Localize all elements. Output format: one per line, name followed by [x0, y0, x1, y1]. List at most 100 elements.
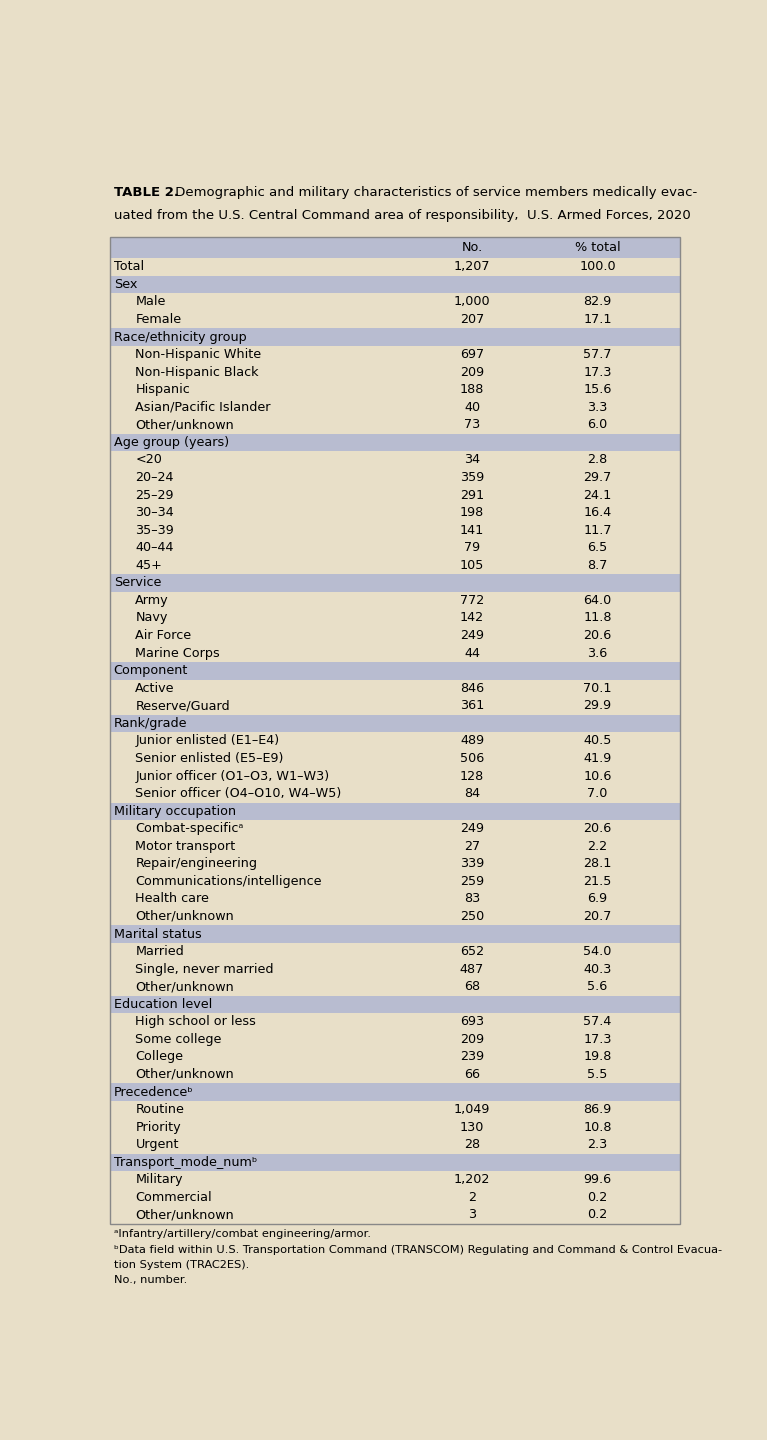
Text: 6.5: 6.5	[588, 541, 607, 554]
Text: 20–24: 20–24	[136, 471, 174, 484]
Text: 2.3: 2.3	[588, 1138, 607, 1151]
Bar	[110, 504, 680, 521]
Bar	[110, 995, 680, 1014]
Text: Sex: Sex	[114, 278, 137, 291]
Text: 1,049: 1,049	[454, 1103, 490, 1116]
Bar	[110, 733, 680, 750]
Bar	[110, 750, 680, 768]
Bar	[110, 662, 680, 680]
Bar	[110, 838, 680, 855]
Text: Other/unknown: Other/unknown	[136, 910, 234, 923]
Bar	[110, 960, 680, 978]
Bar	[110, 926, 680, 943]
Bar	[110, 364, 680, 382]
Text: 209: 209	[460, 366, 484, 379]
Text: 2.2: 2.2	[588, 840, 607, 852]
Text: 20.6: 20.6	[584, 629, 611, 642]
Text: 487: 487	[460, 962, 484, 976]
Text: Routine: Routine	[136, 1103, 184, 1116]
Text: 27: 27	[464, 840, 480, 852]
Bar	[110, 802, 680, 819]
Bar	[110, 907, 680, 926]
Text: 2.8: 2.8	[588, 454, 607, 467]
Text: Rank/grade: Rank/grade	[114, 717, 187, 730]
Text: 29.9: 29.9	[584, 700, 611, 713]
Text: Combat-specificᵃ: Combat-specificᵃ	[136, 822, 244, 835]
Text: 45+: 45+	[136, 559, 163, 572]
Text: Marine Corps: Marine Corps	[136, 647, 220, 660]
Text: 249: 249	[460, 822, 484, 835]
Text: Senior officer (O4–O10, W4–W5): Senior officer (O4–O10, W4–W5)	[136, 788, 341, 801]
Text: % total: % total	[574, 240, 621, 253]
Bar	[110, 626, 680, 645]
Text: 3: 3	[468, 1208, 476, 1221]
Text: 3.6: 3.6	[588, 647, 607, 660]
Text: Some college: Some college	[136, 1032, 222, 1045]
Text: 40.3: 40.3	[584, 962, 612, 976]
Text: 35–39: 35–39	[136, 524, 174, 537]
Text: 1,000: 1,000	[454, 295, 490, 308]
Bar	[110, 1083, 680, 1102]
Text: Single, never married: Single, never married	[136, 962, 274, 976]
Bar	[110, 890, 680, 907]
Text: <20: <20	[136, 454, 163, 467]
Text: Health care: Health care	[136, 893, 209, 906]
Text: Age group (years): Age group (years)	[114, 436, 229, 449]
Text: 99.6: 99.6	[584, 1174, 611, 1187]
Text: 693: 693	[460, 1015, 484, 1028]
Bar	[110, 1136, 680, 1153]
Text: 25–29: 25–29	[136, 488, 174, 501]
Bar	[110, 1207, 680, 1224]
Bar	[110, 176, 680, 238]
Bar	[110, 645, 680, 662]
Text: 198: 198	[460, 507, 484, 520]
Bar	[110, 399, 680, 416]
Bar	[110, 697, 680, 714]
Bar	[110, 873, 680, 890]
Text: 83: 83	[464, 893, 480, 906]
Text: Reserve/Guard: Reserve/Guard	[136, 700, 230, 713]
Bar	[110, 1066, 680, 1083]
Text: 105: 105	[460, 559, 484, 572]
Text: 3.3: 3.3	[588, 400, 607, 413]
Bar	[110, 575, 680, 592]
Text: Service: Service	[114, 576, 161, 589]
Text: 16.4: 16.4	[584, 507, 611, 520]
Text: 24.1: 24.1	[584, 488, 611, 501]
Bar	[110, 592, 680, 609]
Text: College: College	[136, 1050, 183, 1063]
Text: 10.6: 10.6	[584, 769, 612, 782]
Text: 30–34: 30–34	[136, 507, 174, 520]
Text: Demographic and military characteristics of service members medically evac-: Demographic and military characteristics…	[171, 186, 697, 199]
Text: 291: 291	[460, 488, 484, 501]
Bar	[110, 469, 680, 487]
Text: Other/unknown: Other/unknown	[136, 981, 234, 994]
Text: 20.7: 20.7	[584, 910, 612, 923]
Text: 207: 207	[460, 312, 484, 325]
Text: 339: 339	[460, 857, 484, 870]
Text: 209: 209	[460, 1032, 484, 1045]
Text: TABLE 2.: TABLE 2.	[114, 186, 179, 199]
Bar	[110, 346, 680, 364]
Bar	[110, 557, 680, 575]
Text: No.: No.	[462, 240, 482, 253]
Text: 188: 188	[460, 383, 484, 396]
Bar	[110, 819, 680, 838]
Text: 6.9: 6.9	[588, 893, 607, 906]
Bar	[110, 768, 680, 785]
Bar	[110, 258, 680, 276]
Text: Senior enlisted (E5–E9): Senior enlisted (E5–E9)	[136, 752, 284, 765]
Bar	[110, 487, 680, 504]
Text: Female: Female	[136, 312, 182, 325]
Text: 489: 489	[460, 734, 484, 747]
Bar	[110, 1102, 680, 1119]
Text: 130: 130	[460, 1120, 484, 1133]
Text: 19.8: 19.8	[584, 1050, 612, 1063]
Text: 11.8: 11.8	[583, 612, 612, 625]
Text: Non-Hispanic White: Non-Hispanic White	[136, 348, 262, 361]
Text: No., number.: No., number.	[114, 1276, 187, 1286]
Text: High school or less: High school or less	[136, 1015, 256, 1028]
Text: 15.6: 15.6	[584, 383, 612, 396]
Text: 5.6: 5.6	[588, 981, 607, 994]
Bar	[110, 1189, 680, 1207]
